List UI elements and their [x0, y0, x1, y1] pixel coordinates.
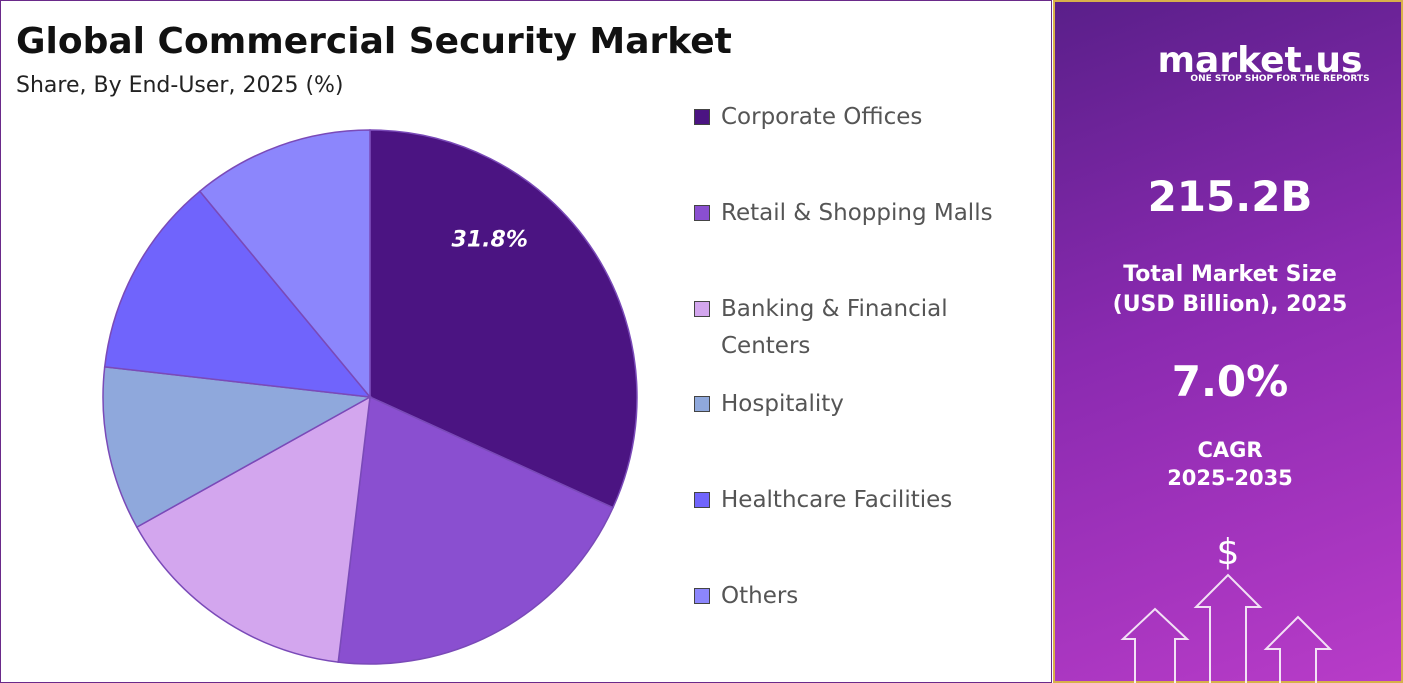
legend-swatch [694, 588, 710, 604]
brand: market.us [1157, 40, 1363, 81]
arrows [1120, 573, 1333, 683]
legend-item: Hospitality [694, 386, 1024, 423]
legend-swatch [694, 300, 710, 317]
legend-item: Healthcare Facilities [694, 482, 1024, 519]
pie-slice [369, 129, 638, 509]
legend-label: Retail & Shopping Malls [721, 199, 993, 226]
pie-slice [337, 395, 614, 665]
data-label: 31.8% [452, 227, 528, 252]
legend-item: Retail & Shopping Malls [694, 195, 1024, 232]
legend-item: Banking & Financial Centers [694, 291, 1024, 365]
cagr-label: 2025-2035 [1167, 466, 1293, 490]
dollar-icon: $ [1216, 532, 1240, 573]
pie-slice [198, 129, 371, 400]
legend-label: Corporate Offices [721, 104, 923, 130]
legend-label: Healthcare Facilities [721, 487, 953, 514]
pie-slice [135, 395, 371, 663]
market-size: 215.2B [1147, 172, 1313, 221]
chart-subtitle: Share, By End-User, 2025 (%) [16, 73, 344, 98]
market-size-label: (USD Billion), 2025 [1112, 292, 1348, 317]
legend-swatch [694, 204, 710, 221]
chart-area: Global Commercial Security Market Share,… [0, 0, 1052, 683]
legend-label: Hospitality [721, 391, 844, 418]
legend-label: Others [721, 583, 799, 609]
pie-slice [103, 190, 372, 398]
info-panel: market.us ONE STOP SHOP FOR THE REPORTS … [1053, 0, 1403, 683]
legend-item: Others [694, 578, 1024, 615]
chart-title: Global Commercial Security Market [16, 21, 732, 62]
pie-slice [102, 366, 373, 529]
legend-swatch [694, 396, 710, 413]
cagr: 7.0% [1171, 357, 1289, 406]
legend-label: Banking & Financial Centers [721, 295, 948, 359]
legend-swatch [694, 492, 710, 509]
tagline: ONE STOP SHOP FOR THE REPORTS [1190, 74, 1370, 84]
cagr-label: CAGR [1197, 438, 1263, 462]
market-size-label: Total Market Size [1123, 262, 1337, 287]
legend-swatch [694, 109, 710, 125]
legend-item: Corporate Offices [694, 99, 1024, 136]
pie-chart: 31.8% [102, 129, 638, 665]
